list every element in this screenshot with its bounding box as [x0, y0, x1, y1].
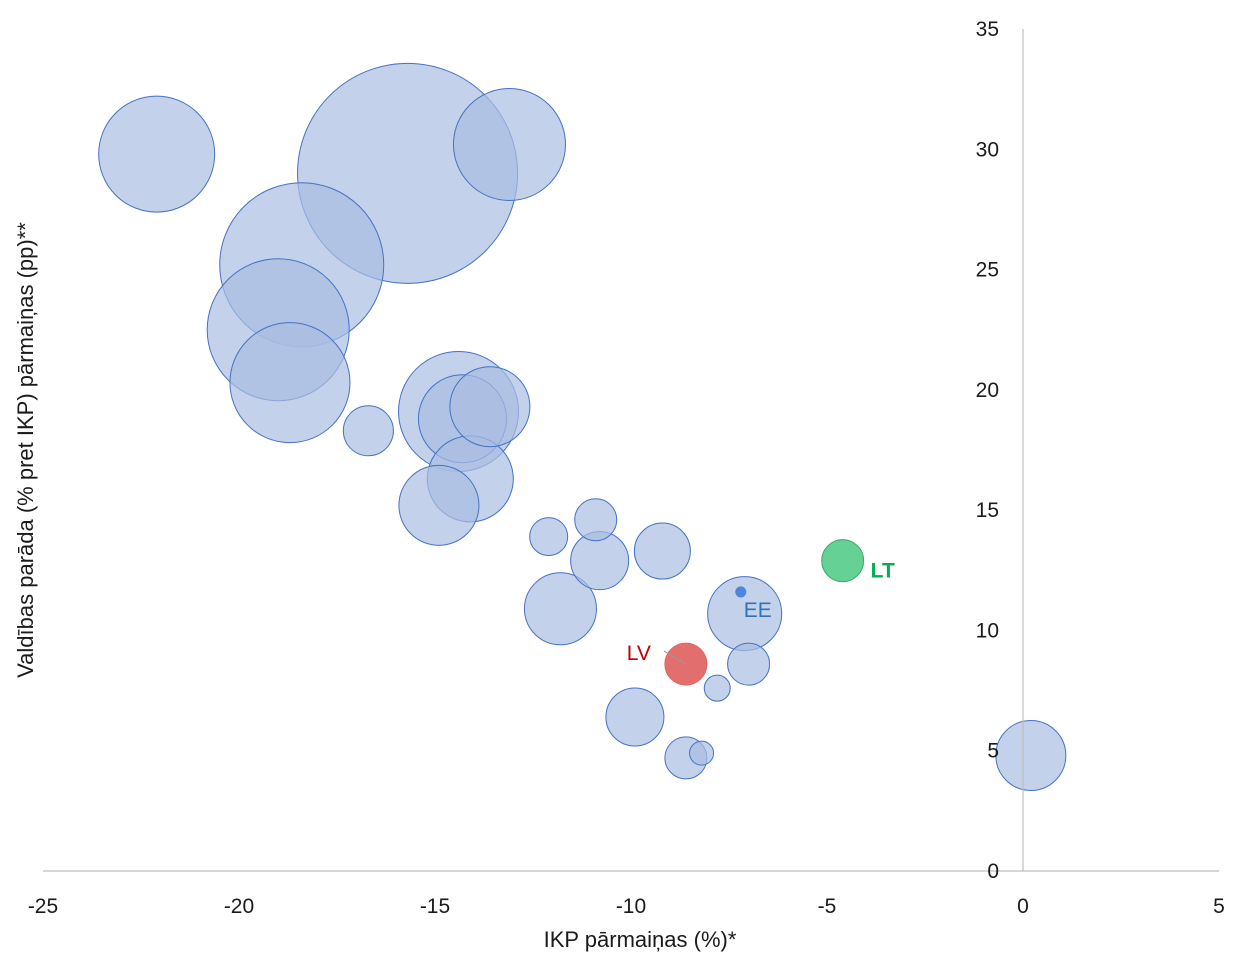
x-tick-label: -5 [818, 895, 837, 918]
x-tick-label: -10 [616, 895, 646, 918]
x-tick-label: -25 [28, 895, 58, 918]
bubble [633, 522, 691, 580]
bubble [703, 674, 731, 702]
y-tick-label: 30 [976, 138, 999, 161]
bubble [529, 517, 569, 557]
y-tick-label: 25 [976, 259, 999, 282]
x-tick-label: -15 [420, 895, 450, 918]
bubble [229, 322, 351, 444]
label-ee: EE [744, 599, 772, 622]
y-tick-label: 35 [976, 18, 999, 41]
bubble [727, 642, 771, 686]
bubble [398, 464, 480, 546]
y-tick-label: 20 [976, 379, 999, 402]
label-lv: LV [627, 642, 651, 665]
y-tick-label: 0 [987, 860, 999, 883]
bubble-layer [98, 62, 1067, 792]
label-lt: LT [871, 560, 895, 583]
y-tick-label: 15 [976, 499, 999, 522]
x-tick-labels: -25 -20 -15 -10 -5 0 5 [28, 895, 1225, 918]
x-axis-title: IKP pārmaiņas (%)* [544, 927, 737, 952]
y-tick-label: 5 [987, 740, 999, 763]
y-tick-label: 10 [976, 619, 999, 642]
x-tick-label: -20 [224, 895, 254, 918]
lv-leader-line [663, 650, 687, 665]
bubble-ee [735, 586, 747, 598]
bubble [449, 366, 531, 448]
bubble [98, 95, 216, 213]
bubble-lt [821, 539, 865, 583]
bubble [452, 87, 566, 201]
bubble [689, 740, 715, 766]
x-tick-label: 5 [1213, 895, 1225, 918]
bubble-labels: LV EE LT [627, 560, 895, 665]
bubble [342, 405, 394, 457]
x-tick-label: 0 [1017, 895, 1029, 918]
bubble [995, 720, 1067, 792]
bubble [605, 687, 665, 747]
bubble [523, 572, 597, 646]
y-tick-labels: 0 5 10 15 20 25 30 35 [976, 18, 999, 883]
bubble [574, 498, 618, 542]
y-axis-title: Valdības parāda (% pret IKP) pārmaiņas (… [13, 222, 38, 678]
